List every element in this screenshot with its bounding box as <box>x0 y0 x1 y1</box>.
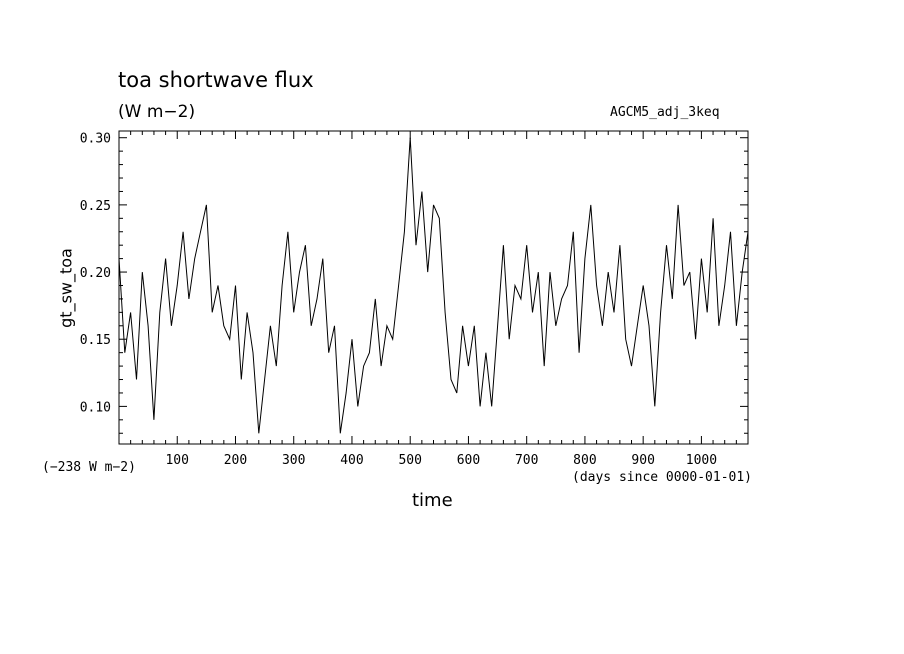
axis-ticks <box>119 131 748 444</box>
x-tick-label: 300 <box>282 453 305 468</box>
y-tick-label: 0.30 <box>80 132 111 147</box>
run-label: AGCM5_adj_3keq <box>610 105 720 120</box>
y-tick-label: 0.10 <box>80 400 111 415</box>
x-axis-label: time <box>412 490 453 511</box>
x-tick-label: 100 <box>165 453 188 468</box>
axis-tick-labels: 100 200 300 400 500 600 700 800 900 1000 0.10 0.15 0… <box>80 132 717 468</box>
units-label: (W m−2) <box>118 102 196 122</box>
x-units-label: (days since 0000-01-01) <box>572 470 753 485</box>
x-tick-label: 600 <box>457 453 480 468</box>
x-tick-label: 800 <box>573 453 596 468</box>
x-tick-label: 400 <box>340 453 363 468</box>
x-tick-label: 700 <box>515 453 538 468</box>
offset-label: (−238 W m−2) <box>42 460 136 475</box>
series-line <box>118 137 749 434</box>
x-tick-label: 1000 <box>686 453 717 468</box>
x-tick-label: 500 <box>398 453 421 468</box>
y-tick-label: 0.15 <box>80 333 111 348</box>
x-tick-label: 200 <box>224 453 247 468</box>
chart-title: toa shortwave flux <box>118 68 314 92</box>
y-tick-label: 0.20 <box>80 266 111 281</box>
y-tick-label: 0.25 <box>80 199 111 214</box>
x-tick-label: 900 <box>631 453 654 468</box>
